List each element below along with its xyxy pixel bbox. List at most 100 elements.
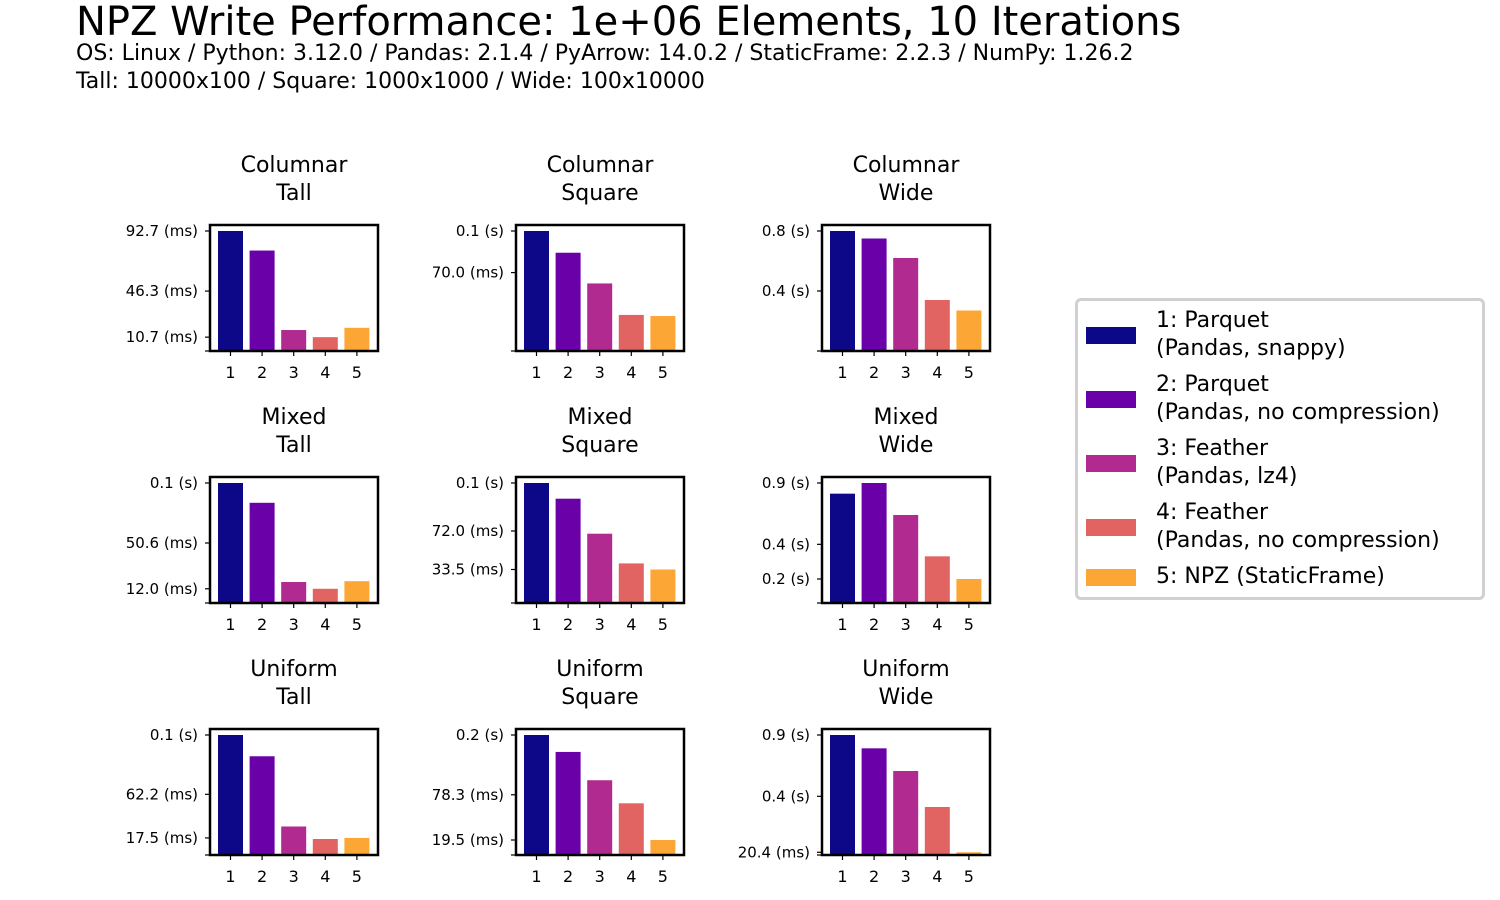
y-tick-label: 0.9 (s): [762, 726, 810, 744]
subplot: Uniform Wide 1 2 3 4 5 0.9 (s) 0.4 (s) 20.4 (ms): [738, 657, 992, 886]
subplot: Mixed Wide 1 2 3 4 5 0.9 (s) 0.4 (s) 0.2 (s): [762, 405, 992, 634]
x-tick-label: 2: [257, 867, 267, 886]
y-tick-label: 0.8 (s): [762, 222, 810, 240]
bar: [555, 252, 581, 351]
x-tick-label: 4: [320, 363, 330, 382]
bar: [618, 563, 644, 603]
x-tick-label: 1: [225, 615, 235, 634]
bar: [587, 283, 613, 351]
x-tick-label: 4: [626, 363, 636, 382]
plot-frame: [514, 475, 686, 605]
subplot: Columnar Square 1 2 3 4 5 0.1 (s) 70.0 (ms): [432, 153, 686, 382]
x-tick-label: 4: [320, 615, 330, 634]
y-tick-label: 19.5 (ms): [432, 831, 504, 849]
bar: [893, 771, 919, 855]
subplot: Mixed Square 1 2 3 4 5 0.1 (s) 72.0 (ms) 33.5 (ms…: [432, 405, 686, 634]
plot-frame: [820, 727, 992, 857]
bar: [344, 581, 370, 603]
y-tick-label: 62.2 (ms): [126, 785, 198, 803]
subplot: Columnar Wide 1 2 3 4 5 0.8 (s) 0.4 (s): [762, 153, 992, 382]
y-tick-label: 0.1 (s): [456, 474, 504, 492]
plot-frame: [208, 475, 380, 605]
plot-frame: [208, 727, 380, 857]
bar: [218, 483, 243, 603]
x-tick-label: 5: [658, 867, 668, 886]
figure-subtitle-shapes: Tall: 10000x100 / Square: 1000x1000 / Wi…: [76, 69, 705, 94]
bar: [650, 316, 676, 351]
bar: [924, 300, 950, 351]
bar: [312, 337, 338, 351]
bar: [650, 569, 676, 603]
legend-label: 4: Feather (Pandas, no compression): [1156, 500, 1440, 553]
y-tick-label: 50.6 (ms): [126, 534, 198, 552]
legend-label: 1: Parquet (Pandas, snappy): [1156, 308, 1346, 361]
y-tick-label: 20.4 (ms): [738, 843, 810, 861]
bar: [218, 231, 243, 351]
subplot-title: Uniform Tall: [250, 657, 337, 710]
legend-swatch: [1086, 568, 1136, 586]
bar: [312, 839, 338, 855]
subplot-title: Mixed Wide: [874, 405, 939, 458]
x-tick-label: 1: [837, 867, 847, 886]
subplot: Uniform Tall 1 2 3 4 5 0.1 (s) 62.2 (ms) 17.5 (ms…: [126, 657, 380, 886]
bar: [249, 756, 275, 855]
x-tick-label: 2: [869, 867, 879, 886]
figure-title: NPZ Write Performance: 1e+06 Elements, 1…: [76, 0, 1182, 45]
bar: [218, 735, 243, 855]
x-tick-label: 3: [595, 615, 605, 634]
x-tick-label: 1: [225, 363, 235, 382]
x-tick-label: 1: [531, 615, 541, 634]
x-tick-label: 3: [901, 363, 911, 382]
x-tick-label: 4: [932, 867, 942, 886]
bar: [312, 588, 338, 603]
bar: [281, 826, 307, 855]
bar: [830, 493, 855, 603]
bar: [249, 250, 275, 351]
legend-swatch: [1086, 390, 1136, 408]
x-tick-label: 1: [225, 867, 235, 886]
bar: [618, 314, 644, 351]
legend-swatch: [1086, 518, 1136, 536]
bar: [587, 780, 613, 855]
x-tick-label: 3: [595, 363, 605, 382]
bar: [555, 498, 581, 603]
bar: [618, 803, 644, 855]
x-tick-label: 3: [901, 615, 911, 634]
x-tick-label: 3: [289, 867, 299, 886]
figure-subtitle-environment: OS: Linux / Python: 3.12.0 / Pandas: 2.1…: [76, 41, 1134, 66]
x-tick-label: 2: [869, 615, 879, 634]
subplot-title: Uniform Wide: [862, 657, 949, 710]
x-tick-label: 5: [964, 363, 974, 382]
y-tick-label: 46.3 (ms): [126, 282, 198, 300]
x-tick-label: 3: [289, 363, 299, 382]
subplot-title: Uniform Square: [556, 657, 643, 710]
bar: [861, 483, 887, 603]
x-tick-label: 3: [595, 867, 605, 886]
bar: [281, 330, 307, 351]
bar: [650, 840, 676, 855]
bar: [830, 735, 855, 855]
plot-frame: [208, 223, 380, 353]
bar: [344, 327, 370, 351]
bar: [830, 231, 855, 351]
x-tick-label: 2: [563, 867, 573, 886]
bar: [956, 579, 982, 603]
bar: [524, 483, 549, 603]
bar: [524, 735, 549, 855]
x-tick-label: 3: [901, 867, 911, 886]
y-tick-label: 0.2 (s): [762, 570, 810, 588]
bar: [893, 515, 919, 603]
x-tick-label: 1: [531, 867, 541, 886]
plot-frame: [514, 727, 686, 857]
y-tick-label: 12.0 (ms): [126, 580, 198, 598]
y-tick-label: 10.7 (ms): [126, 328, 198, 346]
legend-item-feather-no-compression: 4: Feather (Pandas, no compression): [1086, 499, 1440, 555]
subplot: Mixed Tall 1 2 3 4 5 0.1 (s) 50.6 (ms) 12.0 (ms): [126, 405, 380, 634]
x-tick-label: 1: [837, 615, 847, 634]
legend-label: 5: NPZ (StaticFrame): [1156, 564, 1385, 589]
x-tick-label: 2: [563, 363, 573, 382]
legend: 1: Parquet (Pandas, snappy) 2: Parquet (Pa…: [1075, 298, 1485, 600]
y-tick-label: 17.5 (ms): [126, 829, 198, 847]
bar: [956, 852, 982, 855]
